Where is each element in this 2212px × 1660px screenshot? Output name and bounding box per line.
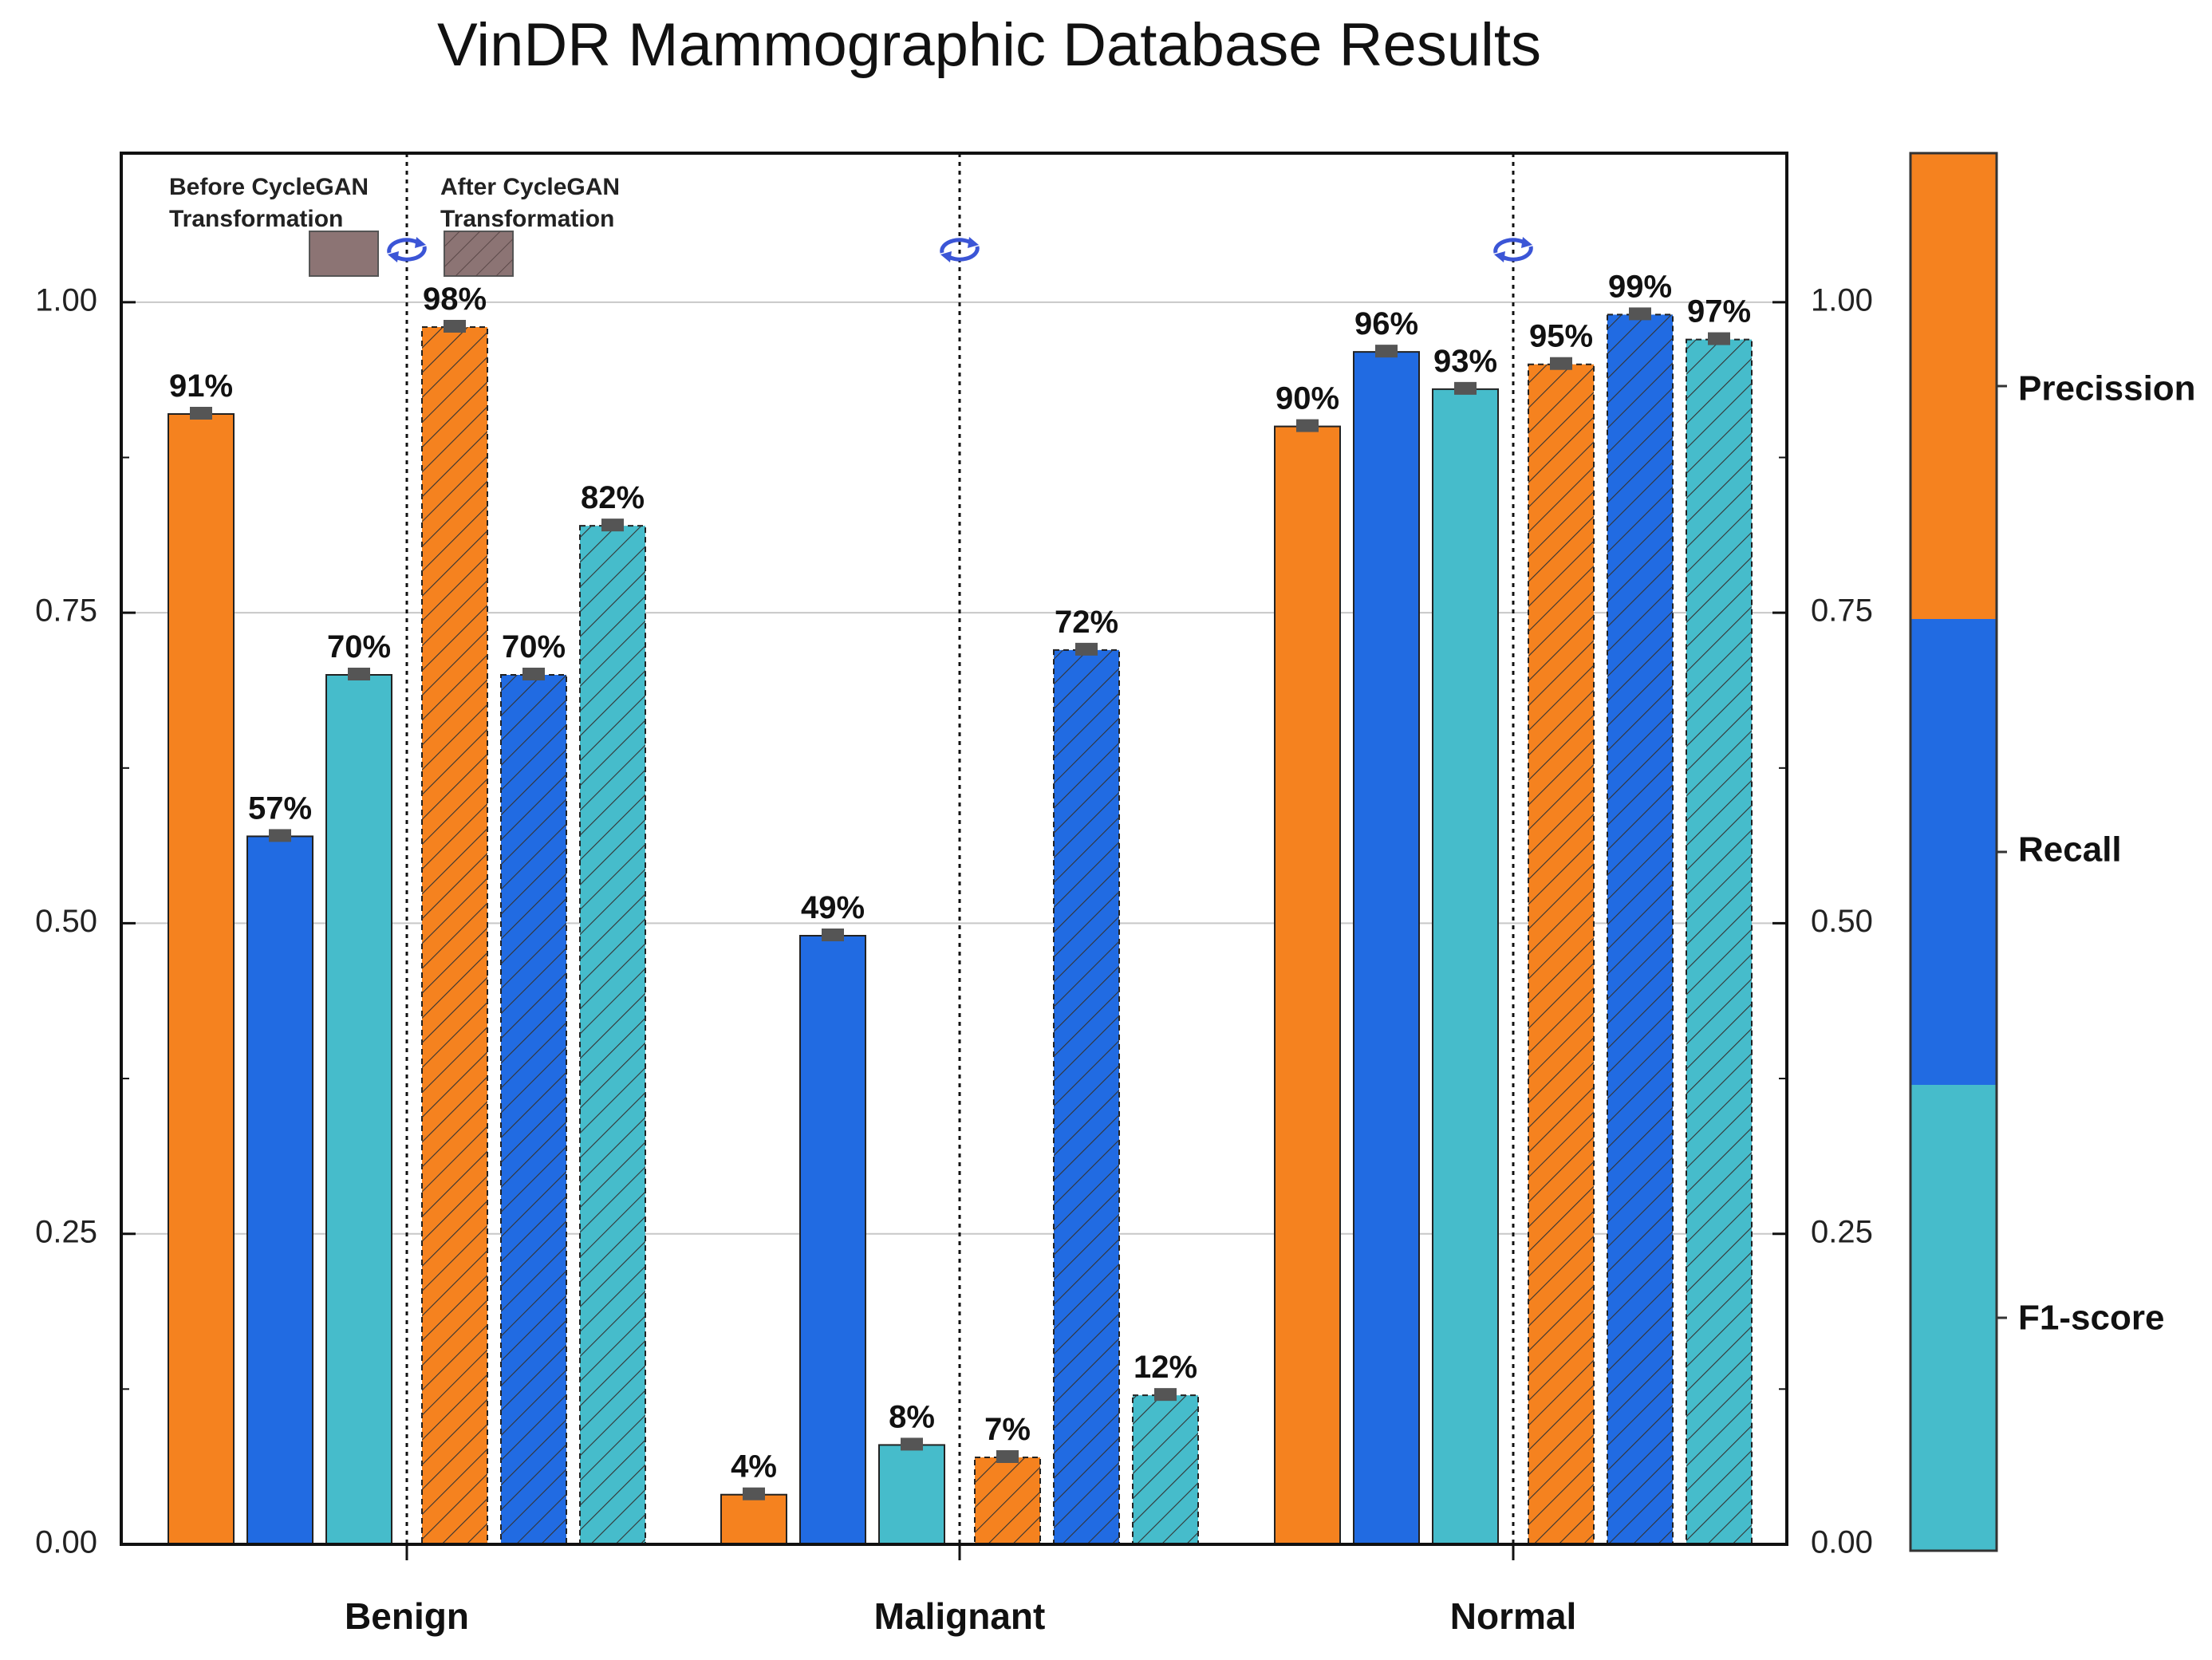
data-label: 8% [889, 1399, 935, 1434]
bar-before-recall [799, 935, 866, 1545]
y-tick-label: 0.25 [35, 1214, 97, 1249]
error-bar-cap [269, 829, 291, 842]
bar-before-precission [720, 1493, 787, 1545]
legend-before-line2: Transformation [169, 206, 343, 232]
colorbar-tick-label: 0.50 [1811, 904, 1873, 939]
colorbar-f1-segment [1910, 1085, 1997, 1551]
bar-hatch-overlay [1686, 339, 1752, 1545]
data-label: 12% [1134, 1350, 1197, 1385]
data-label: 82% [581, 480, 645, 515]
data-label: 97% [1687, 294, 1751, 329]
swap-icon-arrowhead [968, 237, 979, 248]
error-bar-cap [901, 1437, 923, 1451]
bar-before-recall [246, 835, 313, 1545]
legend-before-swatch [309, 231, 379, 277]
bar-hatch-overlay [1133, 1395, 1198, 1544]
error-bar-cap [1708, 332, 1730, 345]
bar-hatch-overlay [501, 675, 566, 1544]
y-tick-label: 0.50 [35, 904, 97, 939]
colorbar-label-f1: F1-score [2018, 1299, 2164, 1338]
bar-hatch-overlay [975, 1457, 1040, 1544]
data-label: 96% [1354, 306, 1418, 341]
x-category-label: Benign [345, 1595, 469, 1637]
error-bar-cap [1629, 307, 1651, 321]
error-bar-cap [522, 668, 545, 680]
y-axis: 0.00 0.25 0.50 0.75 1.00 [35, 282, 1787, 1560]
x-category-label: Normal [1450, 1595, 1576, 1637]
error-bar-cap [996, 1450, 1019, 1463]
error-bar-cap [444, 320, 466, 333]
bar-before-f1-score [878, 1444, 945, 1546]
data-label: 70% [327, 629, 391, 664]
colorbar: Precission Recall F1-score [1909, 152, 2196, 1552]
colorbar-label-recall: Recall [2018, 830, 2122, 869]
data-label: 95% [1529, 319, 1593, 354]
error-bar-cap [1154, 1388, 1177, 1402]
colorbar-tick-label: 0.25 [1811, 1214, 1873, 1249]
data-label: 70% [502, 629, 566, 664]
error-bar-cap [601, 519, 624, 532]
gridlines [121, 301, 1787, 1235]
legend-after-swatch-hatch [444, 231, 513, 276]
error-bar-cap [1075, 642, 1098, 656]
legend: Before CycleGAN Transformation After Cyc… [169, 174, 620, 277]
data-label: 99% [1608, 269, 1672, 304]
bar-hatch-overlay [1054, 649, 1119, 1544]
chart-title: VinDR Mammographic Database Results [437, 11, 1541, 79]
group-dividers [405, 153, 1515, 1544]
bar-before-f1-score [1432, 388, 1499, 1545]
colorbar-tick-label: 0.00 [1811, 1525, 1873, 1560]
bar-before-recall [1353, 351, 1420, 1546]
legend-after-line1: After CycleGAN [440, 174, 620, 200]
data-label: 49% [801, 890, 865, 925]
data-label: 4% [731, 1449, 777, 1485]
legend-before-line1: Before CycleGAN [169, 174, 369, 200]
error-bar-cap [822, 929, 844, 941]
error-bar-cap [743, 1487, 765, 1500]
y-tick-label: 0.00 [35, 1525, 97, 1560]
error-bar-cap [1550, 357, 1572, 370]
swap-icon-arrowhead [1494, 251, 1505, 262]
legend-after-line2: Transformation [440, 206, 614, 232]
data-label: 98% [423, 282, 487, 317]
data-label: 57% [248, 791, 312, 826]
y-tick-label: 1.00 [35, 282, 97, 317]
colorbar-precission-segment [1910, 153, 1997, 619]
error-bar-cap [1296, 419, 1319, 432]
x-axis: Benign Malignant Normal [345, 1544, 1576, 1637]
plot-frame [120, 152, 1788, 1546]
bars [168, 307, 1753, 1546]
colorbar-label-precission: Precission [2018, 369, 2196, 408]
swap-icons [387, 237, 1533, 262]
swap-icon-arrowhead [388, 251, 399, 262]
data-label: 91% [169, 369, 233, 404]
data-label: 93% [1433, 344, 1497, 379]
error-bar-cap [1375, 345, 1398, 358]
error-bar-cap [1454, 381, 1477, 395]
bar-hatch-overlay [1528, 364, 1594, 1544]
bar-hatch-overlay [1607, 314, 1673, 1544]
data-label: 72% [1055, 605, 1118, 640]
bar-hatch-overlay [422, 327, 487, 1544]
colorbar-recall-segment [1910, 619, 1997, 1085]
error-bar-cap [348, 668, 370, 680]
bar-before-precission [1274, 425, 1341, 1545]
swap-icon-arrowhead [1521, 237, 1532, 248]
bar-before-f1-score [325, 674, 392, 1545]
y-tick-label: 0.75 [35, 593, 97, 629]
swap-icon-arrowhead [940, 251, 952, 262]
x-category-label: Malignant [874, 1595, 1046, 1637]
colorbar-tick-label: 1.00 [1811, 282, 1873, 317]
data-label: 7% [984, 1412, 1031, 1447]
data-labels: 91% 57% 70% 98% 70% 82% 4% 49% 8% 7% 72% 12% 90% 96% 9… [169, 269, 1751, 1484]
data-label: 90% [1276, 381, 1339, 416]
colorbar-ticks: 0.00 0.25 0.50 0.75 1.00 [1811, 282, 1873, 1559]
swap-icon-arrowhead [415, 237, 426, 248]
colorbar-tick-label: 0.75 [1811, 593, 1873, 629]
error-bar-cap [190, 407, 212, 420]
bar-hatch-overlay [580, 526, 645, 1545]
bar-before-precission [168, 413, 235, 1545]
